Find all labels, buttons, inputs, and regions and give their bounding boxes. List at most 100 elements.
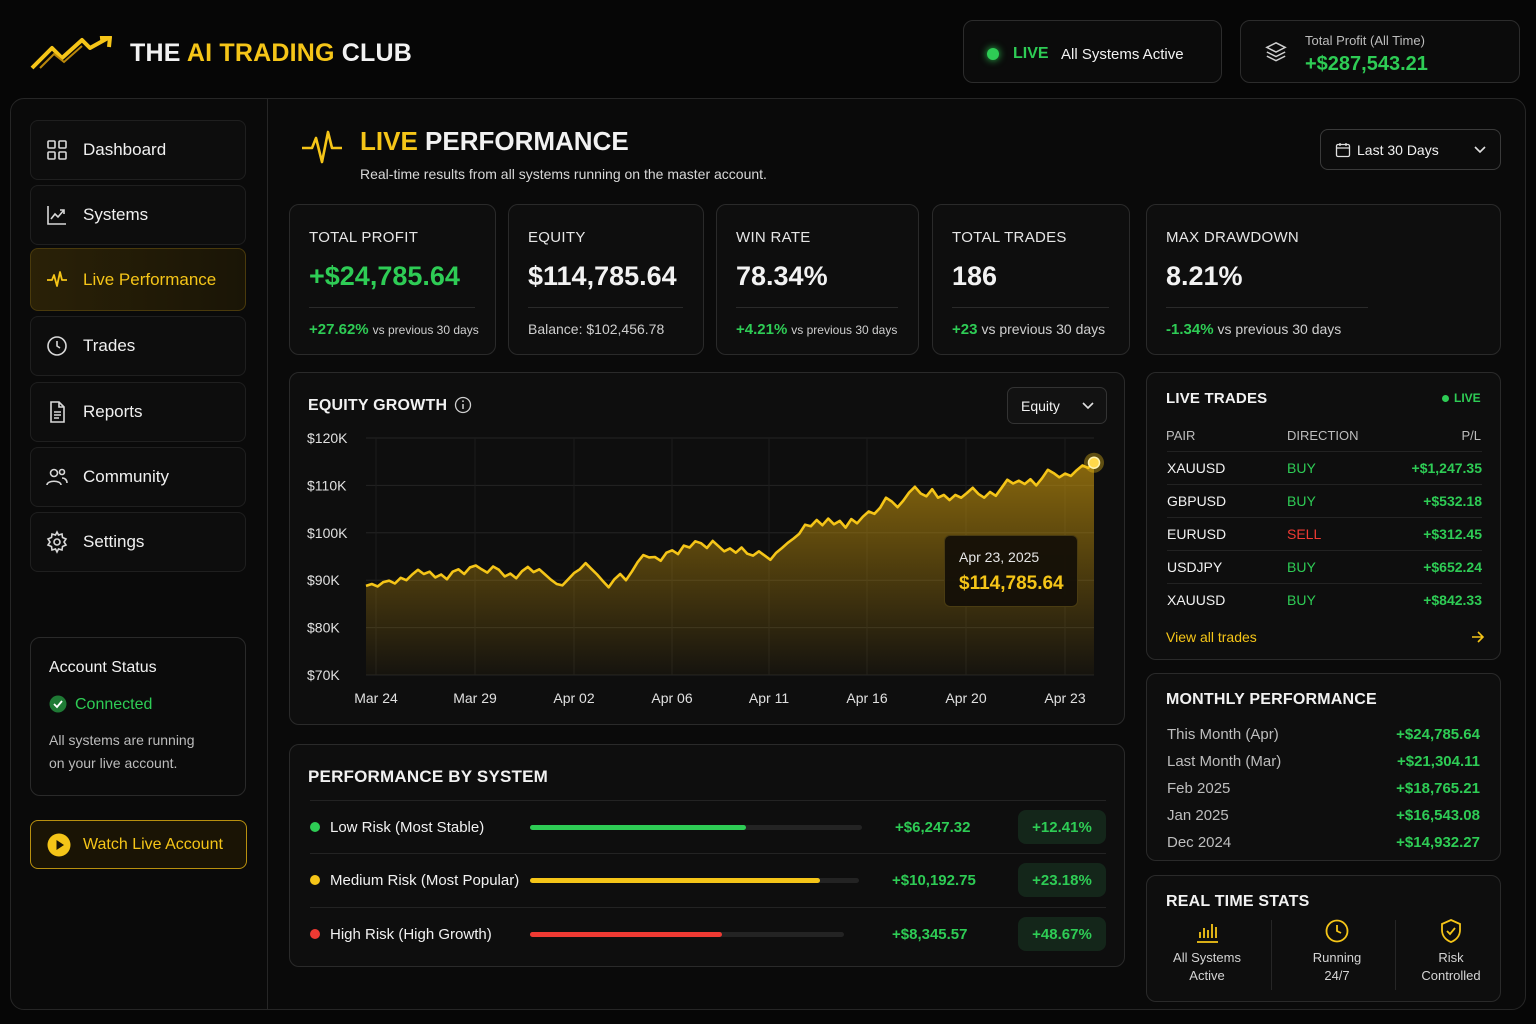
stat-card-total-trades: TOTAL TRADES 186 +23 vs previous 30 days xyxy=(932,204,1130,355)
document-icon xyxy=(50,401,65,423)
stat-label: TOTAL PROFIT xyxy=(309,229,419,246)
y-tick-label: $110K xyxy=(307,477,347,493)
clock-icon xyxy=(47,336,67,356)
x-tick-label: Apr 02 xyxy=(553,690,594,706)
x-tick-label: Apr 11 xyxy=(749,690,789,706)
x-tick-label: Apr 23 xyxy=(1044,690,1085,706)
system-amount: +$8,345.57 xyxy=(892,925,968,943)
trade-pair: EURUSD xyxy=(1167,526,1227,542)
watch-live-button[interactable]: Watch Live Account xyxy=(30,820,247,869)
brand-logo[interactable]: THE AI TRADING CLUB xyxy=(30,36,412,70)
sidebar-item-reports[interactable]: Reports xyxy=(30,382,246,442)
progress-fill xyxy=(530,824,746,830)
system-row-medium-risk[interactable]: Medium Risk (Most Popular) +$10,192.75 +… xyxy=(310,853,1106,906)
y-tick-label: $100K xyxy=(307,525,348,541)
sidebar-item-systems[interactable]: Systems xyxy=(30,185,246,245)
trade-row[interactable]: XAUUSD BUY +$842.33 xyxy=(1167,583,1482,616)
sidebar-item-dashboard[interactable]: Dashboard xyxy=(30,120,246,180)
trade-row[interactable]: USDJPY BUY +$652.24 xyxy=(1167,550,1482,583)
trade-direction: BUY xyxy=(1287,559,1316,575)
equity-endpoint[interactable] xyxy=(1087,456,1101,469)
bar-chart-icon xyxy=(1197,924,1218,943)
info-icon[interactable] xyxy=(454,396,472,414)
stat-divider xyxy=(528,307,683,308)
system-amount: +$6,247.32 xyxy=(895,818,971,836)
chart-metric-select[interactable]: Equity xyxy=(1007,387,1107,424)
stat-divider xyxy=(309,307,475,308)
gear-icon xyxy=(46,530,68,554)
trade-row[interactable]: XAUUSD BUY +$1,247.35 xyxy=(1167,451,1482,484)
live-dot-icon xyxy=(987,48,999,60)
system-row-high-risk[interactable]: High Risk (High Growth) +$8,345.57 +48.6… xyxy=(310,907,1106,960)
chevron-down-icon xyxy=(1474,146,1486,154)
account-desc-line2: on your live account. xyxy=(49,755,178,771)
sidebar-item-trades[interactable]: Trades xyxy=(30,316,246,376)
trade-pair: USDJPY xyxy=(1167,559,1223,575)
shield-check-icon xyxy=(1441,919,1461,943)
y-tick-label: $70K xyxy=(307,667,340,683)
equity-growth-title: EQUITY GROWTH xyxy=(308,397,448,414)
stat-delta: +27.62% xyxy=(309,321,369,338)
chevron-down-icon xyxy=(1082,402,1094,410)
profit-label: Total Profit (All Time) xyxy=(1305,33,1425,48)
progress-track xyxy=(530,931,844,937)
monthly-row: This Month (Apr) +$24,785.64 xyxy=(1167,721,1480,747)
y-tick-label: $120K xyxy=(307,430,348,446)
page-title-highlight: LIVE xyxy=(360,126,418,156)
date-range-select[interactable]: Last 30 Days xyxy=(1320,129,1501,170)
layers-icon xyxy=(1265,42,1287,62)
x-tick-label: Apr 20 xyxy=(945,690,986,706)
monthly-performance-card: MONTHLY PERFORMANCE This Month (Apr) +$2… xyxy=(1146,673,1501,861)
system-name: High Risk (High Growth) xyxy=(330,925,492,943)
live-trades-title: LIVE TRADES xyxy=(1166,390,1268,407)
system-row-low-risk[interactable]: Low Risk (Most Stable) +$6,247.32 +12.41… xyxy=(310,800,1106,853)
sidebar-item-label: Settings xyxy=(83,532,145,551)
page-title: LIVE PERFORMANCE xyxy=(360,126,629,157)
users-icon xyxy=(46,468,68,486)
sidebar-item-settings[interactable]: Settings xyxy=(30,512,246,572)
trade-row[interactable]: GBPUSD BUY +$532.18 xyxy=(1167,484,1482,517)
live-dot-icon xyxy=(1442,395,1449,402)
system-percent-badge: +48.67% xyxy=(1018,917,1106,951)
account-desc-line1: All systems are running xyxy=(49,732,195,748)
sidebar-item-community[interactable]: Community xyxy=(30,447,246,507)
performance-by-system-title: PERFORMANCE BY SYSTEM xyxy=(308,767,549,786)
stat-note: vs previous 30 days xyxy=(981,321,1106,337)
progress-fill xyxy=(530,931,722,937)
trade-pair: XAUUSD xyxy=(1167,592,1226,608)
monthly-row: Last Month (Mar) +$21,304.11 xyxy=(1167,748,1480,774)
live-label: LIVE xyxy=(1013,45,1049,62)
column-header-pair: PAIR xyxy=(1166,428,1196,443)
stat-note: Balance: $102,456.78 xyxy=(528,321,665,337)
profit-value: +$287,543.21 xyxy=(1305,53,1428,75)
view-all-trades-link[interactable]: View all trades xyxy=(1166,629,1257,645)
system-name: Medium Risk (Most Popular) xyxy=(330,871,520,889)
stat-divider xyxy=(1271,920,1272,990)
brand-prefix: THE xyxy=(130,38,187,67)
arrow-right-icon[interactable] xyxy=(1471,630,1485,644)
connection-status: Connected xyxy=(75,696,153,713)
performance-by-system-card: PERFORMANCE BY SYSTEM Low Risk (Most Sta… xyxy=(289,744,1125,967)
sidebar-item-label: Dashboard xyxy=(83,140,167,159)
monthly-performance-title: MONTHLY PERFORMANCE xyxy=(1166,691,1377,708)
grid-icon xyxy=(47,140,67,160)
month-label: Jan 2025 xyxy=(1167,806,1229,824)
monthly-row: Jan 2025 +$16,543.08 xyxy=(1167,802,1480,828)
stat-running: Running 24/7 xyxy=(1277,918,1397,985)
stat-note: vs previous 30 days xyxy=(372,323,479,337)
stat-note: vs previous 30 days xyxy=(791,323,898,337)
trade-row[interactable]: EURUSD SELL +$312.45 xyxy=(1167,517,1482,550)
tooltip-date: Apr 23, 2025 xyxy=(959,549,1040,565)
system-status-box: LIVE All Systems Active xyxy=(963,20,1222,83)
month-value: +$14,932.27 xyxy=(1396,833,1480,851)
sidebar-item-live-performance[interactable]: Live Performance xyxy=(30,248,246,311)
month-value: +$21,304.11 xyxy=(1396,752,1480,770)
sidebar-item-label: Live Performance xyxy=(83,269,217,289)
stat-line2: Controlled xyxy=(1421,968,1481,983)
status-dot xyxy=(310,822,320,832)
column-header-pl: P/L xyxy=(1461,428,1481,443)
equity-area xyxy=(366,462,1094,675)
stat-delta-row: +4.21% vs previous 30 days xyxy=(736,321,897,338)
stat-divider xyxy=(1166,307,1368,308)
month-value: +$16,543.08 xyxy=(1396,806,1480,824)
